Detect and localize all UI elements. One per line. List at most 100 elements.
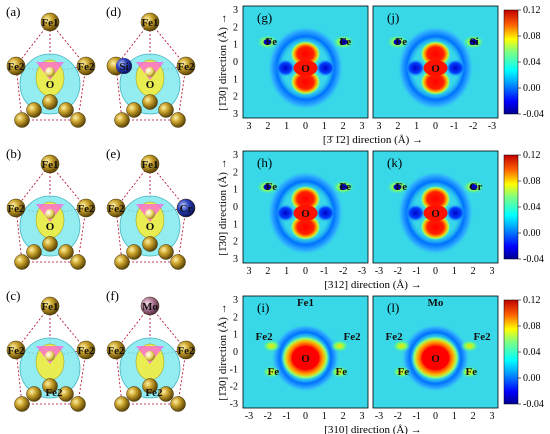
- atom-top: [140, 296, 160, 316]
- map-atom-label: Fe2: [386, 331, 404, 343]
- atom-bottom: [142, 94, 158, 110]
- map-frame: [372, 5, 499, 119]
- atom-bottom: [170, 112, 186, 128]
- lobe-top: [290, 186, 321, 212]
- contour-panel: Fe Fe O (h): [242, 150, 369, 264]
- center-red: [423, 60, 448, 76]
- lobe-top: [420, 41, 451, 67]
- map-atom-label: Fe: [396, 181, 408, 193]
- x-tick-label: 1: [452, 411, 457, 422]
- atom-label: O: [46, 221, 55, 233]
- atom-top: [140, 154, 160, 174]
- x-tick-label: 1: [322, 411, 327, 422]
- center-core: [291, 346, 320, 370]
- map-atom-label: Fe: [268, 366, 280, 378]
- contour-panel: Fe2 Fe2 Fe Fe O Mo (l): [372, 295, 499, 409]
- x-tick-label: 1: [452, 266, 457, 277]
- atom-label: Fe1: [141, 159, 158, 171]
- panel-label: (a): [6, 4, 20, 19]
- atom-label: Mo: [142, 301, 158, 313]
- y-tick-label: 3: [233, 5, 238, 16]
- map-atom-label: Cr: [470, 181, 483, 193]
- colorbar-tick-label: 0.04: [523, 347, 541, 358]
- map-atom-label: Fe: [340, 36, 352, 48]
- panel-label: (e): [106, 146, 120, 161]
- atom-label: O: [146, 79, 155, 91]
- center-red: [293, 60, 318, 76]
- atom-label: Fe1: [141, 17, 158, 29]
- lobe-bottom: [290, 214, 321, 240]
- atom-bottom: [114, 112, 130, 128]
- x-tick-label: 3: [490, 266, 495, 277]
- atom-left: [6, 56, 26, 76]
- x-tick-label: 0: [303, 266, 308, 277]
- x-tick-label: 1: [322, 121, 327, 132]
- x-axis-label: [3̄ 1̄2] direction (Å) →: [323, 134, 423, 146]
- atom-label: Fe2: [77, 203, 95, 215]
- contour-panel: Fe2 Fe2 Fe Fe O Fe1 (i): [242, 295, 369, 409]
- colorbar-tick-label: 0.08: [523, 321, 541, 332]
- atom-right: [76, 56, 96, 76]
- atom-bottom: [26, 244, 42, 260]
- fe-core-right: [339, 184, 348, 190]
- atom-bottom: [170, 254, 186, 270]
- atom-label: Fe2: [45, 387, 63, 399]
- center-red: [423, 205, 448, 221]
- panel-label: (g): [257, 10, 272, 25]
- contour-panel: Fe Si O (j): [372, 5, 499, 119]
- y-tick-label: 3: [233, 109, 238, 120]
- y-tick-label: 2: [233, 237, 238, 248]
- atom-left: [106, 198, 126, 218]
- x-tick-label: -3: [375, 266, 383, 277]
- depletion-left: [405, 59, 426, 77]
- depletion-right: [445, 59, 466, 77]
- atom-label: Fe2: [77, 61, 95, 73]
- x-tick-label: -1: [320, 266, 328, 277]
- x-tick-label: 2: [341, 121, 346, 132]
- fe-core-left: [263, 39, 272, 45]
- y-tick-label: 1: [233, 40, 238, 51]
- atom-bottom: [14, 396, 30, 412]
- y-axis-label: [1̄30] direction (Å) →: [217, 158, 229, 255]
- x-tick-label: 0: [303, 411, 308, 422]
- atom-label: Fe2: [7, 203, 25, 215]
- map-frame: [242, 295, 369, 409]
- depletion-left: [405, 204, 426, 222]
- atom-label: Fe2: [7, 345, 25, 357]
- panel-label: (c): [6, 288, 20, 303]
- panel-label: (h): [257, 155, 272, 170]
- x-tick-label: 3: [247, 121, 252, 132]
- x-axis-label: [312] direction (Å) →: [324, 279, 421, 291]
- y-tick-label: 2: [233, 167, 238, 178]
- map-atom-label: Fe2: [474, 331, 492, 343]
- atom-label: Fe2: [107, 345, 125, 357]
- x-tick-label: 2: [265, 121, 270, 132]
- map-atom-label: Fe: [266, 181, 278, 193]
- atom-left: [6, 340, 26, 360]
- atom-bottom: [14, 112, 30, 128]
- atom-oxygen: [145, 351, 155, 361]
- y-tick-label: 2: [233, 312, 238, 323]
- colorbar-tick-label: 0.08: [523, 176, 541, 187]
- y-tick-label: 1: [233, 219, 238, 230]
- map-frame: [372, 150, 499, 264]
- x-tick-label: 2: [471, 266, 476, 277]
- center-core: [421, 346, 450, 370]
- atom-oxygen: [45, 209, 55, 219]
- fe-blob: [330, 366, 349, 378]
- atom-bottom: [42, 378, 58, 394]
- x-tick-label: 3: [360, 121, 365, 132]
- map-atom-label: O: [301, 208, 310, 220]
- x-tick-label: 2: [395, 121, 400, 132]
- atom-bottom: [114, 396, 130, 412]
- atom-label: Fe1: [41, 17, 58, 29]
- map-atom-label: Fe: [398, 366, 410, 378]
- atom-oxygen: [145, 209, 155, 219]
- x-tick-label: 3: [360, 411, 365, 422]
- colorbar-tick-label: -0.04: [523, 399, 544, 410]
- x-tick-label: -2: [339, 266, 347, 277]
- atom-right: [76, 340, 96, 360]
- map-atom-label: O: [431, 353, 440, 365]
- y-tick-label: 3: [233, 295, 238, 306]
- atom-bottom: [14, 254, 30, 270]
